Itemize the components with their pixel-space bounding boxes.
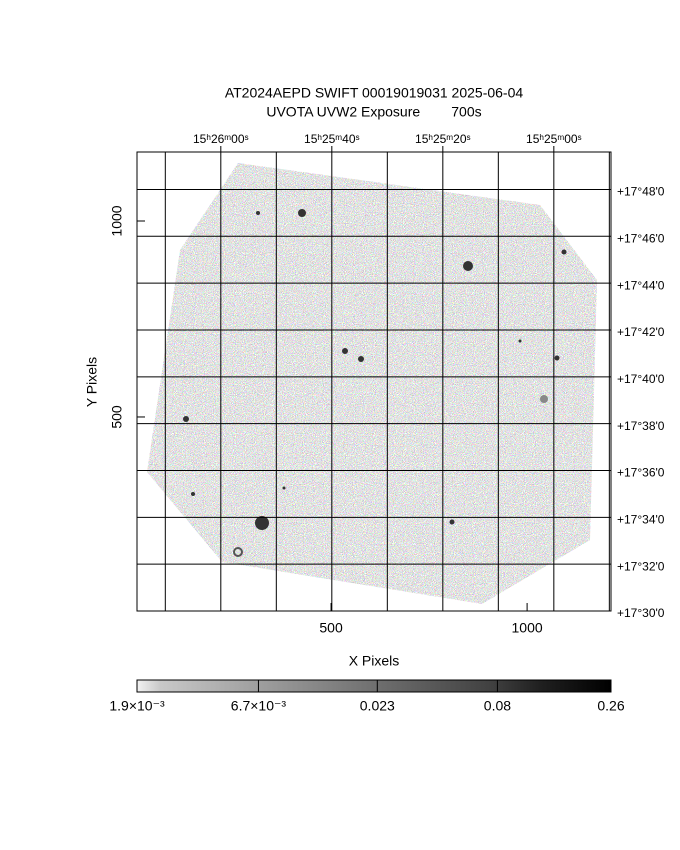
colorbar: [136, 679, 612, 693]
y2-tick-label: +17°46'0: [617, 231, 665, 245]
y2-tick-label: +17°40'0: [617, 372, 665, 386]
y2-tick-label: +17°36'0: [617, 466, 665, 480]
y2-tick-label: +17°32'0: [617, 559, 665, 573]
chart-title: AT2024AEPD SWIFT 00019019031 2025-06-04: [225, 85, 524, 101]
y2-tick-label: +17°44'0: [617, 278, 665, 292]
y2-tick-label: +17°30'0: [617, 606, 665, 620]
colorbar-tick-label: 0.023: [360, 698, 395, 714]
y2-tick-label: +17°42'0: [617, 325, 665, 339]
exposure-image: [147, 163, 597, 604]
x2-tick-label: 15ʰ25ᵐ40ˢ: [304, 132, 360, 146]
x-tick-label: 1000: [512, 620, 543, 636]
y2-tick-label: +17°38'0: [617, 419, 665, 433]
chart-subtitle: UVOTA UVW2 Exposure 700s: [266, 104, 481, 120]
x-axis-label: X Pixels: [349, 653, 400, 669]
x-tick-label: 500: [319, 620, 343, 636]
y-tick-label: 1000: [109, 205, 125, 236]
y2-tick-label: +17°34'0: [617, 512, 665, 526]
y-tick-label: 500: [109, 405, 125, 429]
y-axis-label: Y Pixels: [84, 357, 100, 407]
colorbar-tick-label: 1.9×10⁻³: [109, 698, 165, 714]
y2-tick-label: +17°48'0: [617, 185, 665, 199]
x2-tick-label: 15ʰ25ᵐ20ˢ: [415, 132, 471, 146]
x2-tick-label: 15ʰ26ᵐ00ˢ: [193, 132, 249, 146]
x2-tick-label: 15ʰ25ᵐ00ˢ: [526, 132, 582, 146]
colorbar-tick-label: 6.7×10⁻³: [231, 698, 287, 714]
colorbar-tick-label: 0.08: [484, 698, 511, 714]
colorbar-tick-label: 0.26: [597, 698, 624, 714]
